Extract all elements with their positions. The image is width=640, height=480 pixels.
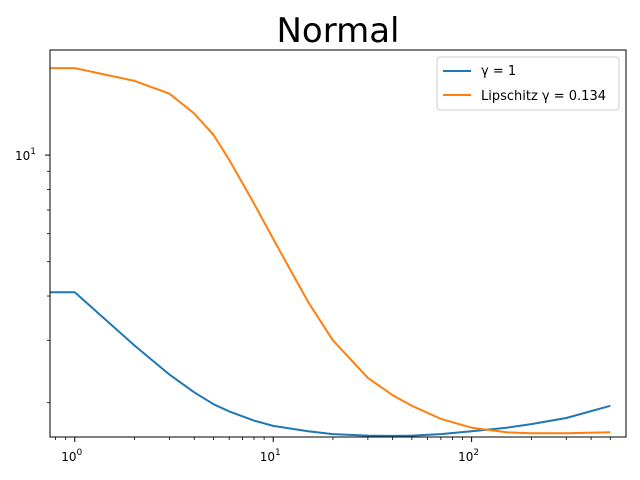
legend-box [436,56,620,111]
series-line-1 [50,67,611,435]
series-line-0 [50,291,611,437]
chart-title: Normal [276,11,399,51]
x-tick-exponent: 0 [77,448,83,458]
x-tick-label: 101 [260,448,281,464]
legend-label-gamma-1: γ = 1 [481,64,516,79]
series-layer [50,67,611,437]
axes-frame [49,49,627,438]
y-tick-exponent: 1 [30,147,36,157]
legend-label-lipschitz: Lipschitz γ = 0.134 [481,89,606,104]
x-tick-label: 102 [458,448,479,464]
x-tick-label: 100 [61,448,82,464]
legend: γ = 1 Lipschitz γ = 0.134 [436,56,620,111]
y-tick-label: 101 [15,147,36,163]
x-tick-exponent: 2 [473,448,479,458]
x-tick-exponent: 1 [275,448,281,458]
